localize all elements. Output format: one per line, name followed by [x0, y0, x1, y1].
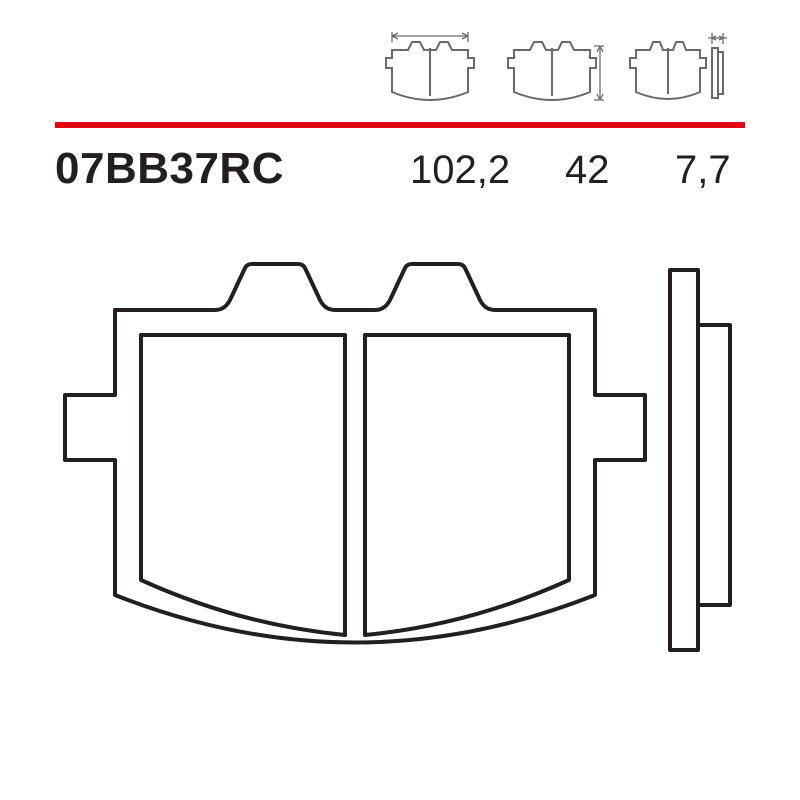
main-diagram [55, 250, 745, 690]
height-dim-icon [504, 30, 604, 110]
value-width: 102,2 [410, 148, 510, 193]
value-row: 07BB37RC 102,2 42 7,7 [55, 140, 745, 200]
brake-pad-front [65, 264, 645, 643]
canvas: 07BB37RC 102,2 42 7,7 [0, 0, 800, 800]
width-dim-icon [380, 30, 480, 110]
red-separator [55, 122, 745, 128]
brake-pad-side [670, 270, 730, 650]
part-number: 07BB37RC [55, 144, 284, 194]
value-thickness: 7,7 [675, 148, 731, 193]
value-height: 42 [565, 148, 610, 193]
header-icons [380, 30, 750, 110]
thickness-dim-icon [628, 30, 728, 110]
